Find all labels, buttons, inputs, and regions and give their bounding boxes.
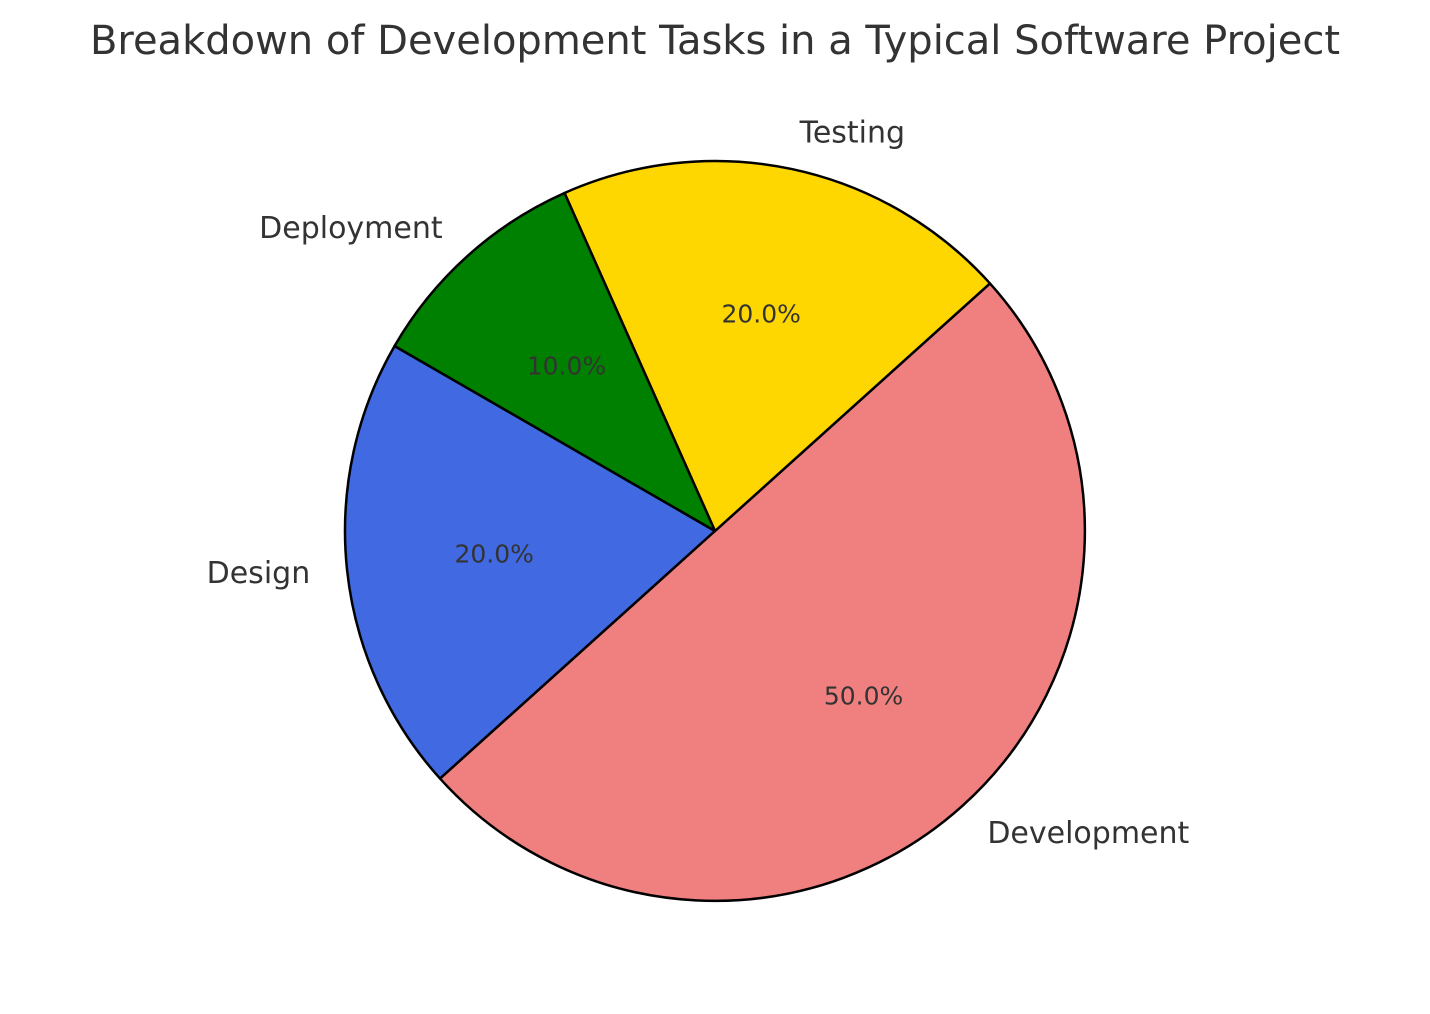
chart-title: Breakdown of Development Tasks in a Typi… [90,18,1340,64]
slice-label-testing: Testing [799,115,905,150]
pie-slices [343,159,1087,903]
pie-slice-testing [563,159,992,533]
pie-slice-development [438,282,1087,903]
percent-labels: 20.0% 50.0% 20.0% 10.0% [455,299,904,710]
slice-label-development: Development [987,816,1189,851]
pie-slice-deployment [393,191,717,533]
slice-label-deployment: Deployment [259,211,443,246]
pie-slice-design [343,344,717,780]
pct-label-development: 50.0% [824,681,903,710]
pct-label-testing: 20.0% [721,299,800,328]
slice-labels: Design Development Testing Deployment [207,115,1190,851]
pct-label-deployment: 10.0% [527,352,606,381]
slice-label-design: Design [207,556,311,591]
pct-label-design: 20.0% [455,540,534,569]
